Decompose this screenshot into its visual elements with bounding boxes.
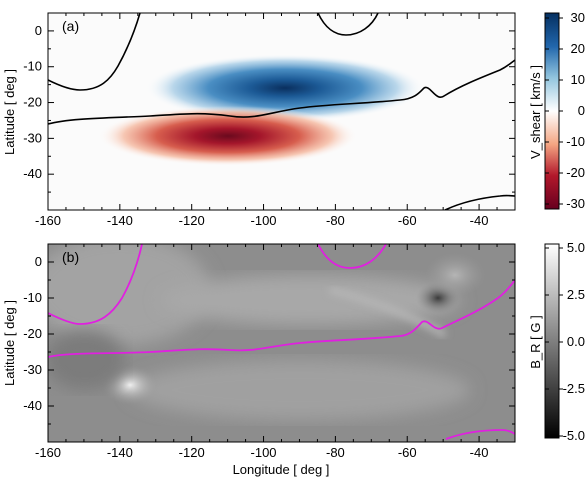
colorbar-tick-label: -2.5	[563, 381, 585, 396]
colorbar-tick-label: -30	[566, 196, 585, 211]
panel-b: (b) -160 -140 -120 -100 -80 -60 -400-10-20-30-…	[2, 243, 516, 477]
positive-shear-blob	[145, 54, 425, 122]
colorbar-tick-label: -20	[566, 165, 585, 180]
x-tick-label: -40	[470, 445, 489, 460]
y-tick-label: -20	[23, 95, 42, 110]
colorbar-b-label: B_R [ G ]	[528, 315, 543, 368]
x-tick-label: -60	[398, 213, 417, 228]
colorbar-tick-label: 30	[571, 10, 585, 25]
panel-a-ticks: -160 -140 -120 -100 -80 -60 -40 0 -10 -20 -30 -40	[23, 13, 515, 228]
texture-region	[425, 253, 485, 297]
colorbar-tick-label: -10	[566, 134, 585, 149]
y-tick-label: -40	[23, 166, 42, 181]
panel-a-ylabel: Latitude [ deg ]	[2, 69, 17, 155]
contour-line	[48, 244, 143, 325]
panel-b-ylabel: Latitude [ deg ]	[2, 300, 17, 386]
texture-region	[329, 287, 447, 338]
y-tick-label: -20	[23, 326, 42, 341]
colorbar-tick-label: -5.0	[563, 428, 585, 443]
contour-line	[317, 13, 379, 36]
contour-line	[445, 429, 515, 440]
colorbar-a-label: V_shear [ km/s ]	[528, 65, 543, 159]
colorbar-b-bar	[544, 243, 560, 439]
texture-region	[130, 360, 470, 420]
x-tick-label: -120	[179, 445, 205, 460]
colorbar-b-ticks: 5.0 2.5 0.0 -2.5 -5.0	[545, 240, 585, 443]
contour-line	[444, 194, 515, 210]
colorbar-tick-label: 0.0	[567, 334, 585, 349]
x-tick-label: -40	[470, 213, 489, 228]
panel-a: (a) -160 -140 -120 -100 -80 -60 -400-10-20-30-…	[2, 12, 516, 228]
contour-line	[48, 13, 141, 91]
y-tick-label: -10	[23, 290, 42, 305]
x-tick-label: -60	[398, 445, 417, 460]
x-tick-label: -160	[35, 213, 61, 228]
panel-b-xlabel: Longitude [ deg ]	[233, 462, 330, 477]
y-tick-label: -40	[23, 398, 42, 413]
x-tick-label: -140	[107, 445, 133, 460]
x-tick-label: -100	[251, 213, 277, 228]
y-tick-label: 0	[35, 23, 42, 38]
panel-b-label: (b)	[62, 249, 79, 265]
panel-b-ticks: -160 -140 -120 -100 -80 -60 -40 0 -10 -20 -30 -40	[23, 244, 515, 460]
colorbar-a: 30 20 10 0 -10 -20 -30 V_shear [ km/s ]	[528, 10, 585, 211]
y-tick-label: -30	[23, 130, 42, 145]
x-tick-label: -80	[326, 445, 345, 460]
x-tick-label: -100	[251, 445, 277, 460]
texture-region	[48, 244, 210, 345]
y-tick-label: 0	[35, 254, 42, 269]
colorbar-tick-label: 5.0	[567, 240, 585, 255]
colorbar-tick-label: 2.5	[567, 287, 585, 302]
negative-shear-blob	[98, 106, 358, 166]
contour-line	[48, 279, 515, 358]
colorbar-tick-label: 0	[578, 103, 585, 118]
colorbar-b: 5.0 2.5 0.0 -2.5 -5.0 B_R [ G ]	[528, 240, 585, 443]
x-tick-label: -80	[326, 213, 345, 228]
colorbar-tick-label: 20	[571, 41, 585, 56]
texture-region	[160, 275, 460, 325]
colorbar-tick-label: 10	[571, 72, 585, 87]
x-tick-label: -120	[179, 213, 205, 228]
x-tick-label: -140	[107, 213, 133, 228]
y-tick-label: -30	[23, 362, 42, 377]
texture-region	[48, 330, 125, 390]
x-tick-label: -160	[35, 445, 61, 460]
panel-a-label: (a)	[62, 18, 79, 34]
contour-line	[48, 59, 515, 125]
y-tick-label: -10	[23, 59, 42, 74]
contour-line	[317, 244, 387, 269]
colorbar-a-ticks: 30 20 10 0 -10 -20 -30	[545, 10, 585, 211]
